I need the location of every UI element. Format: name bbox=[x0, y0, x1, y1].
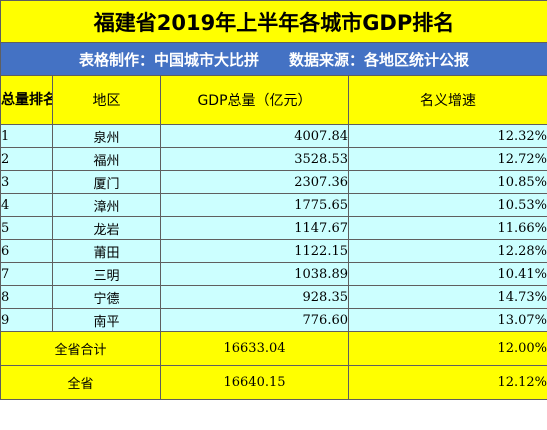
rank-cell: 5 bbox=[0, 216, 53, 240]
table-row: 1 泉州 4007.84 12.32% bbox=[0, 124, 547, 148]
total-gdp: 16640.15 bbox=[160, 365, 349, 400]
header-row: 总量排名 地区 GDP总量（亿元） 名义增速 bbox=[0, 75, 547, 125]
rank-cell: 6 bbox=[0, 239, 53, 263]
rank-cell: 8 bbox=[0, 285, 53, 309]
total-growth: 12.12% bbox=[347, 365, 547, 400]
rank-cell: 2 bbox=[0, 147, 53, 171]
total-gdp: 16633.04 bbox=[160, 331, 349, 366]
table-row: 5 龙岩 1147.67 11.66% bbox=[0, 216, 547, 240]
region-cell: 漳州 bbox=[52, 193, 161, 217]
growth-cell: 12.32% bbox=[347, 124, 547, 148]
header-gdp: GDP总量（亿元） bbox=[160, 75, 349, 125]
title-row: 福建省2019年上半年各城市GDP排名 bbox=[0, 0, 547, 43]
growth-cell: 11.66% bbox=[347, 216, 547, 240]
region-cell: 莆田 bbox=[52, 239, 161, 263]
gdp-ranking-table: 福建省2019年上半年各城市GDP排名 表格制作：中国城市大比拼 数据来源：各地区… bbox=[0, 0, 547, 400]
region-cell: 龙岩 bbox=[52, 216, 161, 240]
rank-cell: 4 bbox=[0, 193, 53, 217]
region-cell: 三明 bbox=[52, 262, 161, 286]
gdp-cell: 928.35 bbox=[160, 285, 349, 309]
table-row: 7 三明 1038.89 10.41% bbox=[0, 262, 547, 286]
gdp-cell: 1038.89 bbox=[160, 262, 349, 286]
growth-cell: 12.72% bbox=[347, 147, 547, 171]
info-row: 表格制作：中国城市大比拼 数据来源：各地区统计公报 bbox=[0, 42, 547, 76]
table-row: 2 福州 3528.53 12.72% bbox=[0, 147, 547, 171]
growth-cell: 10.85% bbox=[347, 170, 547, 194]
table-title: 福建省2019年上半年各城市GDP排名 bbox=[0, 0, 547, 43]
gdp-cell: 3528.53 bbox=[160, 147, 349, 171]
growth-cell: 10.41% bbox=[347, 262, 547, 286]
region-cell: 南平 bbox=[52, 308, 161, 332]
total-row: 全省合计 16633.04 12.00% bbox=[0, 331, 547, 366]
growth-cell: 13.07% bbox=[347, 308, 547, 332]
gdp-cell: 776.60 bbox=[160, 308, 349, 332]
growth-cell: 14.73% bbox=[347, 285, 547, 309]
rank-cell: 9 bbox=[0, 308, 53, 332]
gdp-cell: 2307.36 bbox=[160, 170, 349, 194]
table-row: 3 厦门 2307.36 10.85% bbox=[0, 170, 547, 194]
total-row: 全省 16640.15 12.12% bbox=[0, 365, 547, 400]
region-cell: 厦门 bbox=[52, 170, 161, 194]
region-cell: 泉州 bbox=[52, 124, 161, 148]
rank-cell: 7 bbox=[0, 262, 53, 286]
growth-cell: 12.28% bbox=[347, 239, 547, 263]
gdp-cell: 1122.15 bbox=[160, 239, 349, 263]
gdp-cell: 1775.65 bbox=[160, 193, 349, 217]
table-row: 9 南平 776.60 13.07% bbox=[0, 308, 547, 332]
total-growth: 12.00% bbox=[347, 331, 547, 366]
region-cell: 福州 bbox=[52, 147, 161, 171]
growth-cell: 10.53% bbox=[347, 193, 547, 217]
table-row: 4 漳州 1775.65 10.53% bbox=[0, 193, 547, 217]
data-source: 数据来源：各地区统计公报 bbox=[289, 50, 470, 69]
total-label: 全省合计 bbox=[0, 331, 161, 366]
info-banner: 表格制作：中国城市大比拼 数据来源：各地区统计公报 bbox=[0, 42, 547, 76]
maker-credit: 表格制作：中国城市大比拼 bbox=[78, 50, 259, 69]
header-growth: 名义增速 bbox=[347, 75, 547, 125]
rank-cell: 1 bbox=[0, 124, 53, 148]
table-row: 6 莆田 1122.15 12.28% bbox=[0, 239, 547, 263]
region-cell: 宁德 bbox=[52, 285, 161, 309]
header-rank: 总量排名 bbox=[0, 75, 53, 125]
header-region: 地区 bbox=[52, 75, 161, 125]
table-row: 8 宁德 928.35 14.73% bbox=[0, 285, 547, 309]
gdp-cell: 4007.84 bbox=[160, 124, 349, 148]
total-label: 全省 bbox=[0, 365, 161, 400]
rank-cell: 3 bbox=[0, 170, 53, 194]
gdp-cell: 1147.67 bbox=[160, 216, 349, 240]
